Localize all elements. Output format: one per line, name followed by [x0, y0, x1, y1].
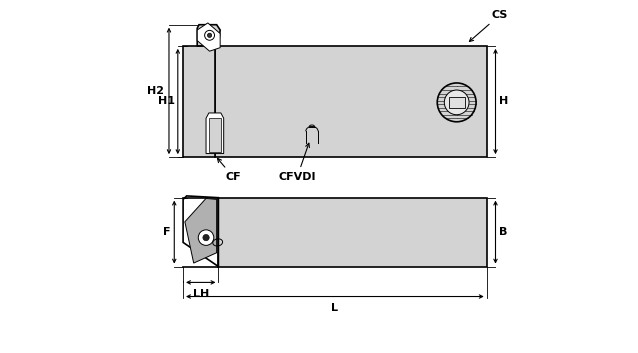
Polygon shape — [206, 113, 224, 154]
Polygon shape — [197, 25, 220, 46]
Polygon shape — [218, 198, 487, 267]
Polygon shape — [215, 46, 487, 157]
Text: CF: CF — [218, 158, 241, 182]
Polygon shape — [183, 46, 215, 157]
Text: F: F — [163, 227, 170, 237]
Circle shape — [203, 234, 209, 241]
Text: H1: H1 — [158, 96, 175, 107]
Circle shape — [205, 30, 214, 40]
Text: CS: CS — [470, 10, 508, 42]
FancyBboxPatch shape — [449, 97, 464, 108]
Circle shape — [437, 83, 476, 122]
Text: CFVDI: CFVDI — [278, 143, 316, 182]
Text: H: H — [499, 96, 508, 107]
Text: B: B — [499, 227, 507, 237]
Text: H2: H2 — [147, 86, 164, 96]
Text: LH: LH — [193, 289, 209, 299]
Circle shape — [207, 33, 212, 37]
Polygon shape — [197, 23, 220, 51]
Circle shape — [198, 230, 214, 245]
Circle shape — [444, 90, 469, 115]
Polygon shape — [209, 118, 221, 152]
Polygon shape — [183, 196, 218, 267]
Text: L: L — [331, 303, 338, 313]
Polygon shape — [185, 198, 217, 263]
